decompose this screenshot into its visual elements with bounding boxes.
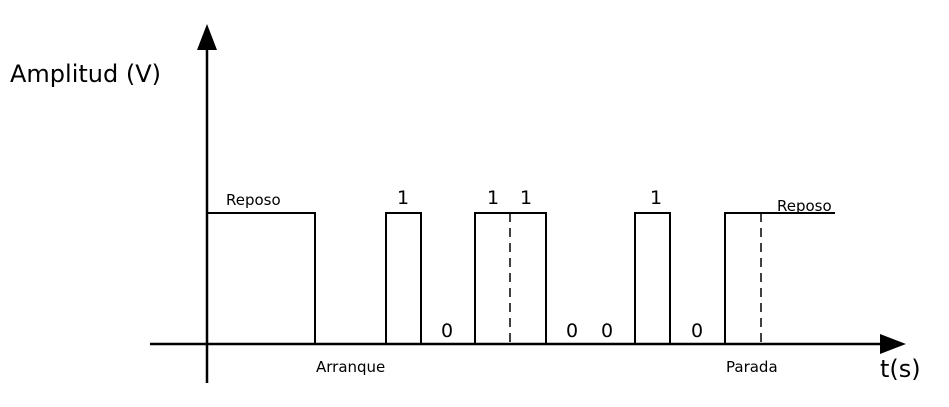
start-bit-label: Arranque: [316, 358, 385, 376]
bit-label: 0: [601, 320, 613, 342]
bit-label: 0: [691, 320, 703, 342]
idle-start-label: Reposo: [226, 191, 281, 209]
y-axis-arrowhead: [197, 24, 217, 50]
bit-label: 0: [441, 320, 453, 342]
stop-bit-label: Parada: [726, 358, 778, 376]
signal-waveform: [207, 212, 835, 345]
y-axis-label: Amplitud (V): [10, 60, 161, 88]
x-axis-label: t(s): [880, 355, 921, 383]
bit-label: 0: [566, 320, 578, 342]
bit-label: 1: [487, 187, 499, 209]
bit-label: 1: [650, 187, 662, 209]
bit-label: 1: [397, 187, 409, 209]
idle-end-label: Reposo: [777, 197, 832, 215]
x-axis-arrowhead: [880, 334, 906, 354]
bit-label: 1: [520, 187, 532, 209]
